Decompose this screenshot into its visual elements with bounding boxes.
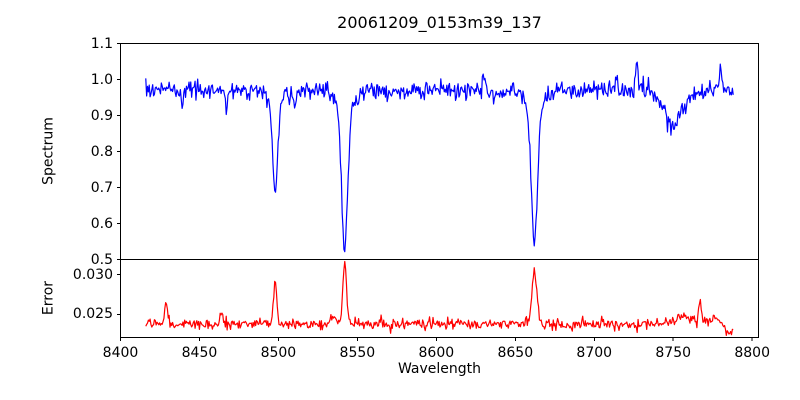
xtick-label: 8450 [181, 345, 218, 361]
xtick-label: 8400 [102, 345, 139, 361]
xtick-label: 8750 [655, 345, 692, 361]
xtick-label: 8650 [497, 345, 534, 361]
error-line [145, 260, 734, 336]
chart-title: 20061209_0153m39_137 [337, 13, 542, 32]
xtick-label: 8500 [260, 345, 297, 361]
xtick-label: 8700 [576, 345, 613, 361]
ytick-label: 0.8 [90, 143, 113, 160]
ytick-label: 0.7 [90, 179, 113, 196]
ytick-label: 1.1 [90, 35, 113, 52]
xtick-label: 8800 [734, 345, 770, 361]
ytick-label: 0.030 [72, 266, 113, 283]
spectrum-line [145, 61, 734, 253]
xtick-label: 8550 [339, 345, 376, 361]
ytick-label: 0.6 [90, 215, 113, 232]
ytick-label: 0.5 [90, 251, 113, 268]
x-axis-label: Wavelength [397, 361, 482, 377]
ytick-label: 0.9 [90, 107, 113, 124]
ytick-label: 0.025 [72, 306, 113, 323]
xtick-label: 8600 [418, 345, 455, 361]
ytick-label: 1.0 [90, 71, 113, 88]
